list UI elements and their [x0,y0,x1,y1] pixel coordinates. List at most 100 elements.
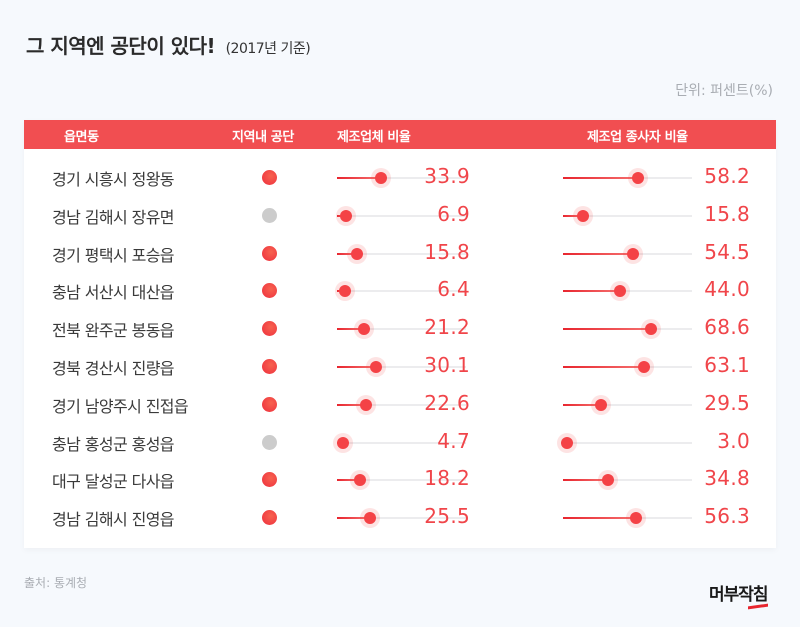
complex-present-dot-icon [262,510,277,526]
worker-ratio-value: 68.6 [704,315,750,340]
worker-ratio-value: 15.8 [704,201,750,226]
worker-ratio-knob-icon [632,172,645,184]
region-name: 경남 김해시 장유면 [52,207,175,227]
worker-ratio-fill [563,403,602,406]
worker-ratio-knob-icon [629,512,642,525]
mfg-ratio-fill [337,328,365,331]
mfg-ratio-fill [337,479,361,482]
page-title: 그 지역엔 공단이 있다! (2017년 기준) [26,30,311,59]
table-row: 경기 평택시 포승읍 15.8 54.5 [24,234,776,272]
worker-ratio-bar [563,398,692,411]
mfg-ratio-knob-icon [374,172,387,184]
mfg-ratio-value: 6.9 [437,201,470,226]
complex-present-dot-icon [262,359,277,374]
worker-ratio-fill [563,290,620,293]
region-name: 충남 홍성군 홍성읍 [52,434,175,454]
header-complex: 지역내 공단 [232,130,294,145]
worker-ratio-knob-icon [577,209,590,222]
mfg-ratio-value: 21.2 [424,315,470,340]
mfg-ratio-knob-icon [369,361,382,373]
unit-label: 단위: 퍼센트(%) [675,83,773,99]
worker-ratio-knob-icon [595,398,608,411]
mfg-ratio-bar [337,247,466,260]
mfg-ratio-bar [337,474,466,487]
header-worker-ratio: 제조업 종사자 비율 [587,130,688,145]
region-name: 충남 서산시 대산읍 [52,283,175,303]
header-region: 읍면동 [64,130,99,145]
worker-ratio-fill [563,328,652,331]
worker-ratio-knob-icon [601,474,614,487]
worker-ratio-fill [563,214,584,217]
worker-ratio-bar [563,323,692,336]
mfg-ratio-knob-icon [339,285,352,298]
region-name: 전북 완주군 봉동읍 [52,321,175,341]
worker-ratio-value: 54.5 [704,239,750,264]
complex-present-dot-icon [262,283,277,299]
table-header: 읍면동 지역내 공단 제조업체 비율 제조업 종사자 비율 [24,120,776,149]
region-name: 경남 김해시 진영읍 [52,510,175,530]
table-row: 경기 남양주시 진접읍 22.6 29.5 [24,385,776,423]
header-mfg-ratio: 제조업체 비율 [337,130,411,145]
table-row: 경남 김해시 진영읍 25.5 56.3 [24,498,776,536]
mfg-ratio-value: 22.6 [424,390,470,415]
table-row: 경북 경산시 진량읍 30.1 63.1 [24,347,776,385]
mfg-ratio-knob-icon [351,247,364,260]
mfg-ratio-knob-icon [358,323,371,336]
mfg-ratio-bar [337,172,466,184]
mfg-ratio-knob-icon [337,436,350,449]
complex-present-dot-icon [262,396,277,412]
table-row: 경기 시흥시 정왕동 33.9 58.2 [24,158,776,196]
worker-ratio-value: 3.0 [717,428,750,453]
worker-ratio-bar [563,172,692,184]
mfg-ratio-bar [337,209,466,222]
mfg-ratio-fill [337,403,367,406]
region-name: 경기 남양주시 진접읍 [52,396,189,416]
worker-ratio-knob-icon [627,247,640,260]
mfg-ratio-bar [337,512,466,525]
mfg-ratio-knob-icon [363,512,376,525]
logo-text: 머부작침 [709,585,769,605]
complex-present-dot-icon [262,321,277,337]
mfg-ratio-value: 18.2 [424,466,470,491]
mfg-ratio-value: 33.9 [424,164,470,188]
mfg-ratio-value: 4.7 [437,428,470,453]
worker-ratio-bar [563,285,692,298]
mfg-ratio-bar [337,436,466,449]
title-text: 그 지역엔 공단이 있다! [26,34,216,58]
worker-ratio-value: 44.0 [704,277,750,302]
region-name: 경기 평택시 포승읍 [52,245,175,265]
table-row: 전북 완주군 봉동읍 21.2 68.6 [24,309,776,347]
region-name: 경기 시흥시 정왕동 [52,170,175,189]
worker-ratio-value: 29.5 [704,390,750,415]
region-name: 대구 달성군 다사읍 [52,472,175,492]
worker-ratio-knob-icon [560,436,573,449]
data-table: 읍면동 지역내 공단 제조업체 비율 제조업 종사자 비율 경기 시흥시 정왕동… [24,120,776,548]
worker-ratio-bar [563,361,692,373]
complex-present-dot-icon [262,472,277,488]
table-row: 경남 김해시 장유면 6.9 15.8 [24,196,776,234]
mfg-ratio-fill [337,366,376,368]
table-row: 대구 달성군 다사읍 18.2 34.8 [24,460,776,498]
mfg-ratio-value: 30.1 [424,353,470,377]
complex-absent-dot-icon [262,207,277,223]
worker-ratio-fill [563,252,634,255]
worker-ratio-bar [563,209,692,222]
worker-ratio-value: 58.2 [704,164,750,188]
worker-ratio-bar [563,512,692,525]
table-row: 충남 홍성군 홍성읍 4.7 3.0 [24,423,776,461]
source-label: 출처: 통계청 [24,576,88,590]
mfg-ratio-bar [337,285,466,298]
table-row: 충남 서산시 대산읍 6.4 44.0 [24,271,776,309]
complex-absent-dot-icon [262,434,277,450]
worker-ratio-knob-icon [613,285,626,298]
mfg-ratio-value: 15.8 [424,239,470,264]
mfg-ratio-bar [337,361,466,373]
title-subtitle: (2017년 기준) [225,41,311,57]
worker-ratio-value: 34.8 [704,466,750,491]
mfg-ratio-value: 6.4 [437,277,470,302]
region-name: 경북 경산시 진량읍 [52,359,175,378]
mfg-ratio-fill [337,517,370,520]
complex-present-dot-icon [262,245,277,261]
complex-present-dot-icon [262,170,277,185]
mfg-ratio-bar [337,323,466,336]
